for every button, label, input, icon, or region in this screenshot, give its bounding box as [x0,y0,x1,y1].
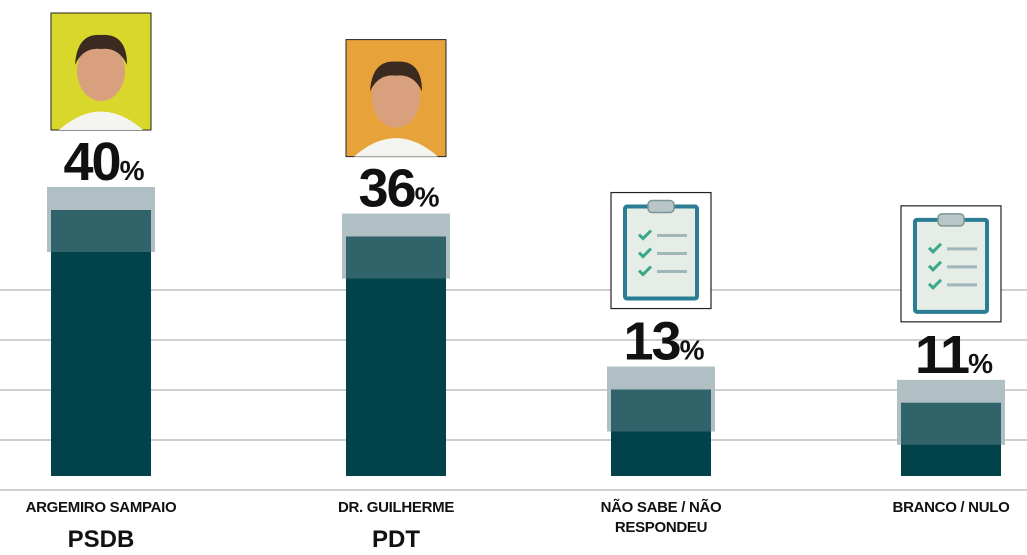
clipboard-clip [648,201,674,213]
value-number: 36 [359,159,416,219]
chart: 40%36%13%11% ARGEMIRO SAMPAIOPSDBDR. GUI… [0,0,1027,555]
clipboard-clip [938,214,964,226]
value-label: 13% [624,312,705,372]
bar-highlight [611,390,711,432]
candidate-photo [51,13,151,130]
value-label: 40% [64,132,145,192]
bar-highlight [346,237,446,279]
category-label: NÃO SABE / NÃO RESPONDEU [576,498,746,538]
category-label: BRANCO / NULO [866,498,1027,518]
bar-highlight [901,403,1001,445]
value-number: 40 [64,132,120,192]
value-unit: % [120,155,145,186]
gridlines [0,290,1027,490]
party-label: PDT [311,526,481,554]
party-label: PSDB [16,526,186,554]
clipboard-icon [901,206,1001,322]
value-unit: % [968,348,993,379]
chart-canvas: 40%36%13%11% [0,0,1027,555]
candidate-photo [346,40,446,157]
value-number: 11 [915,325,969,385]
value-label: 36% [359,159,440,219]
value-unit: % [680,335,705,366]
clipboard-icon [611,193,711,309]
value-label: 11% [915,325,993,385]
value-number: 13 [624,312,681,372]
category-label: ARGEMIRO SAMPAIO [16,498,186,518]
bar-highlight [51,210,151,252]
value-unit: % [415,182,440,213]
category-label: DR. GUILHERME [311,498,481,518]
